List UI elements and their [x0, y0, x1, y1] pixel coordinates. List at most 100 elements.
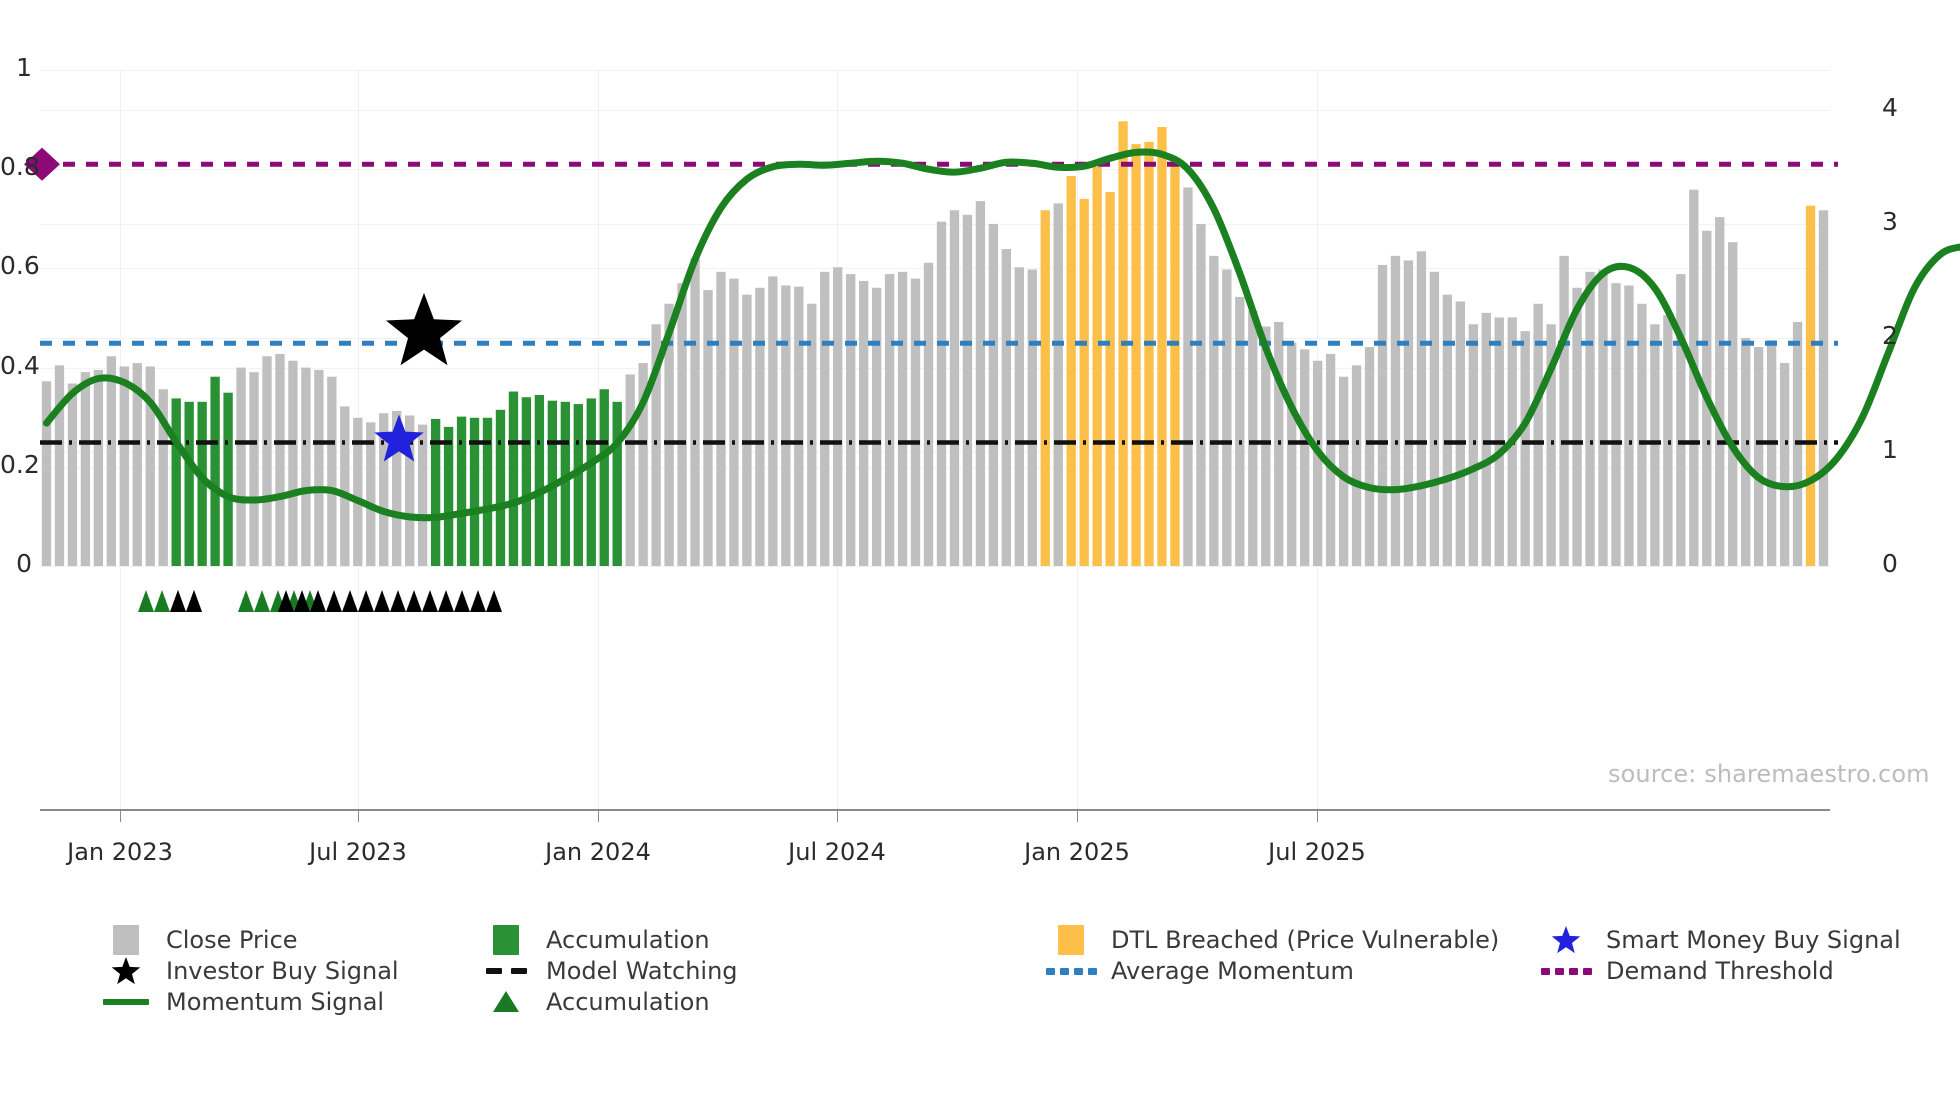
accumulation-triangle-marker: [310, 590, 326, 612]
bar-close-price-56: [768, 276, 778, 566]
accumulation-triangle-marker: [422, 590, 438, 612]
bar-close-price-119: [1585, 271, 1595, 566]
bar-close-price-23: [340, 406, 350, 566]
bar-close-price-131: [1741, 337, 1751, 566]
y-axis-right-tick-3: 3: [1882, 206, 1898, 236]
accumulation-triangle-marker: [238, 590, 254, 612]
bar-close-price-0: [41, 381, 52, 566]
accumulation-triangle-marker: [278, 590, 294, 612]
bar-close-price-78: [1053, 203, 1063, 566]
bar-close-price-127: [1689, 189, 1699, 566]
bar-dtl-breached-86: [1157, 127, 1167, 566]
bar-close-price-114: [1520, 331, 1530, 566]
smart-money-buy-signal-marker: [374, 414, 424, 462]
bar-close-price-115: [1533, 303, 1543, 566]
legend-swatch: [1540, 924, 1592, 956]
bar-close-price-121: [1611, 283, 1621, 566]
accumulation-triangle-marker: [454, 590, 470, 612]
bar-close-price-59: [807, 303, 817, 566]
legend-item-demand-threshold[interactable]: Demand Threshold: [1540, 951, 1834, 991]
bar-accumulation-44: [612, 401, 622, 566]
bar-accumulation-36: [508, 391, 519, 566]
bar-close-price-90: [1209, 255, 1219, 567]
bar-close-price-92: [1235, 296, 1245, 566]
bar-close-price-1: [54, 365, 65, 566]
legend-item-label: Accumulation: [546, 926, 710, 954]
bar-close-price-117: [1559, 255, 1569, 567]
legend-item-label: Accumulation: [546, 988, 710, 1016]
bar-close-price-26: [379, 413, 389, 566]
bar-close-price-6: [119, 366, 129, 566]
bar-close-price-54: [742, 294, 752, 566]
bar-close-price-74: [1001, 249, 1012, 566]
bar-close-price-108: [1442, 294, 1453, 566]
legend-item-model-watching[interactable]: Model Watching: [480, 951, 738, 991]
bar-accumulation-43: [599, 389, 609, 566]
bar-close-price-3: [80, 372, 91, 566]
bar-close-price-5: [106, 356, 117, 566]
legend-swatch-square-icon: [493, 925, 519, 955]
bar-accumulation-42: [586, 398, 596, 566]
bar-close-price-76: [1027, 269, 1037, 566]
y-axis-left-tick-1: 0.2: [0, 449, 40, 479]
legend-item-accumulation-bar[interactable]: Accumulation: [480, 920, 710, 960]
legend-item-accumulation-triangle[interactable]: Accumulation: [480, 982, 710, 1022]
bar-close-price-104: [1390, 255, 1401, 567]
legend-item-average-momentum[interactable]: Average Momentum: [1045, 951, 1354, 991]
source-note: source: sharemaestro.com: [1608, 760, 1930, 788]
bar-close-price-62: [846, 274, 856, 566]
bar-close-price-98: [1312, 360, 1323, 566]
legend-triangle-icon: [493, 991, 519, 1012]
bar-close-price-47: [651, 324, 661, 566]
bar-close-price-96: [1287, 342, 1297, 566]
gridline-h-right-3: [40, 223, 1830, 225]
bar-close-price-107: [1429, 271, 1440, 566]
bar-close-price-110: [1468, 324, 1478, 566]
demand-threshold-diamond-marker: [24, 147, 60, 181]
legend-item-smart-money-buy-signal[interactable]: Smart Money Buy Signal: [1540, 920, 1901, 960]
legend-swatch-square-icon: [1058, 925, 1084, 955]
legend-item-dtl-breached[interactable]: DTL Breached (Price Vulnerable): [1045, 920, 1499, 960]
gridline-h-3: [40, 268, 1830, 270]
bar-close-price-18: [275, 353, 285, 566]
bar-close-price-27: [392, 410, 402, 566]
bar-accumulation-30: [430, 418, 441, 566]
legend-swatch-square-icon: [113, 925, 139, 955]
bar-accumulation-32: [456, 416, 467, 566]
bar-accumulation-12: [197, 401, 207, 566]
bar-close-price-24: [353, 417, 363, 566]
legend-item-investor-buy-signal[interactable]: Investor Buy Signal: [100, 951, 399, 991]
accumulation-triangle-marker: [138, 590, 154, 612]
legend-swatch: [100, 925, 152, 955]
legend-swatch: [100, 955, 152, 987]
gridline-h-right-4: [40, 109, 1830, 111]
bar-dtl-breached-136: [1805, 205, 1816, 566]
x-axis-tick-3: Jul 2024: [788, 838, 886, 866]
bar-accumulation-34: [482, 417, 493, 566]
bar-close-price-120: [1598, 269, 1608, 566]
legend-star-icon: [111, 957, 141, 985]
accumulation-triangle-marker: [486, 590, 502, 612]
legend-item-momentum-signal[interactable]: Momentum Signal: [100, 982, 384, 1022]
bar-accumulation-37: [521, 397, 532, 566]
bar-close-price-45: [625, 374, 635, 566]
x-tick-mark-5: [1317, 810, 1318, 822]
bar-close-price-57: [781, 285, 791, 566]
y-axis-right-tick-2: 2: [1882, 320, 1898, 350]
bar-close-price-4: [93, 369, 104, 566]
bar-close-price-91: [1222, 269, 1232, 566]
bar-close-price-126: [1676, 274, 1686, 566]
legend-item-label: Momentum Signal: [166, 988, 385, 1016]
x-tick-mark-3: [837, 810, 838, 822]
y-axis-left-tick-2: 0.4: [0, 350, 40, 380]
legend-star-icon: [1551, 926, 1581, 954]
legend-swatch: [1540, 967, 1592, 975]
accumulation-triangle-marker: [154, 590, 170, 612]
gridline-h-right-2: [40, 338, 1830, 339]
legend-item-close-price[interactable]: Close Price: [100, 920, 298, 960]
bar-close-price-7: [132, 363, 142, 566]
gridline-h-right-1: [40, 452, 1830, 453]
legend-dashed-line-icon: [485, 968, 527, 974]
bar-close-price-116: [1546, 324, 1556, 566]
bar-close-price-88: [1183, 187, 1193, 566]
